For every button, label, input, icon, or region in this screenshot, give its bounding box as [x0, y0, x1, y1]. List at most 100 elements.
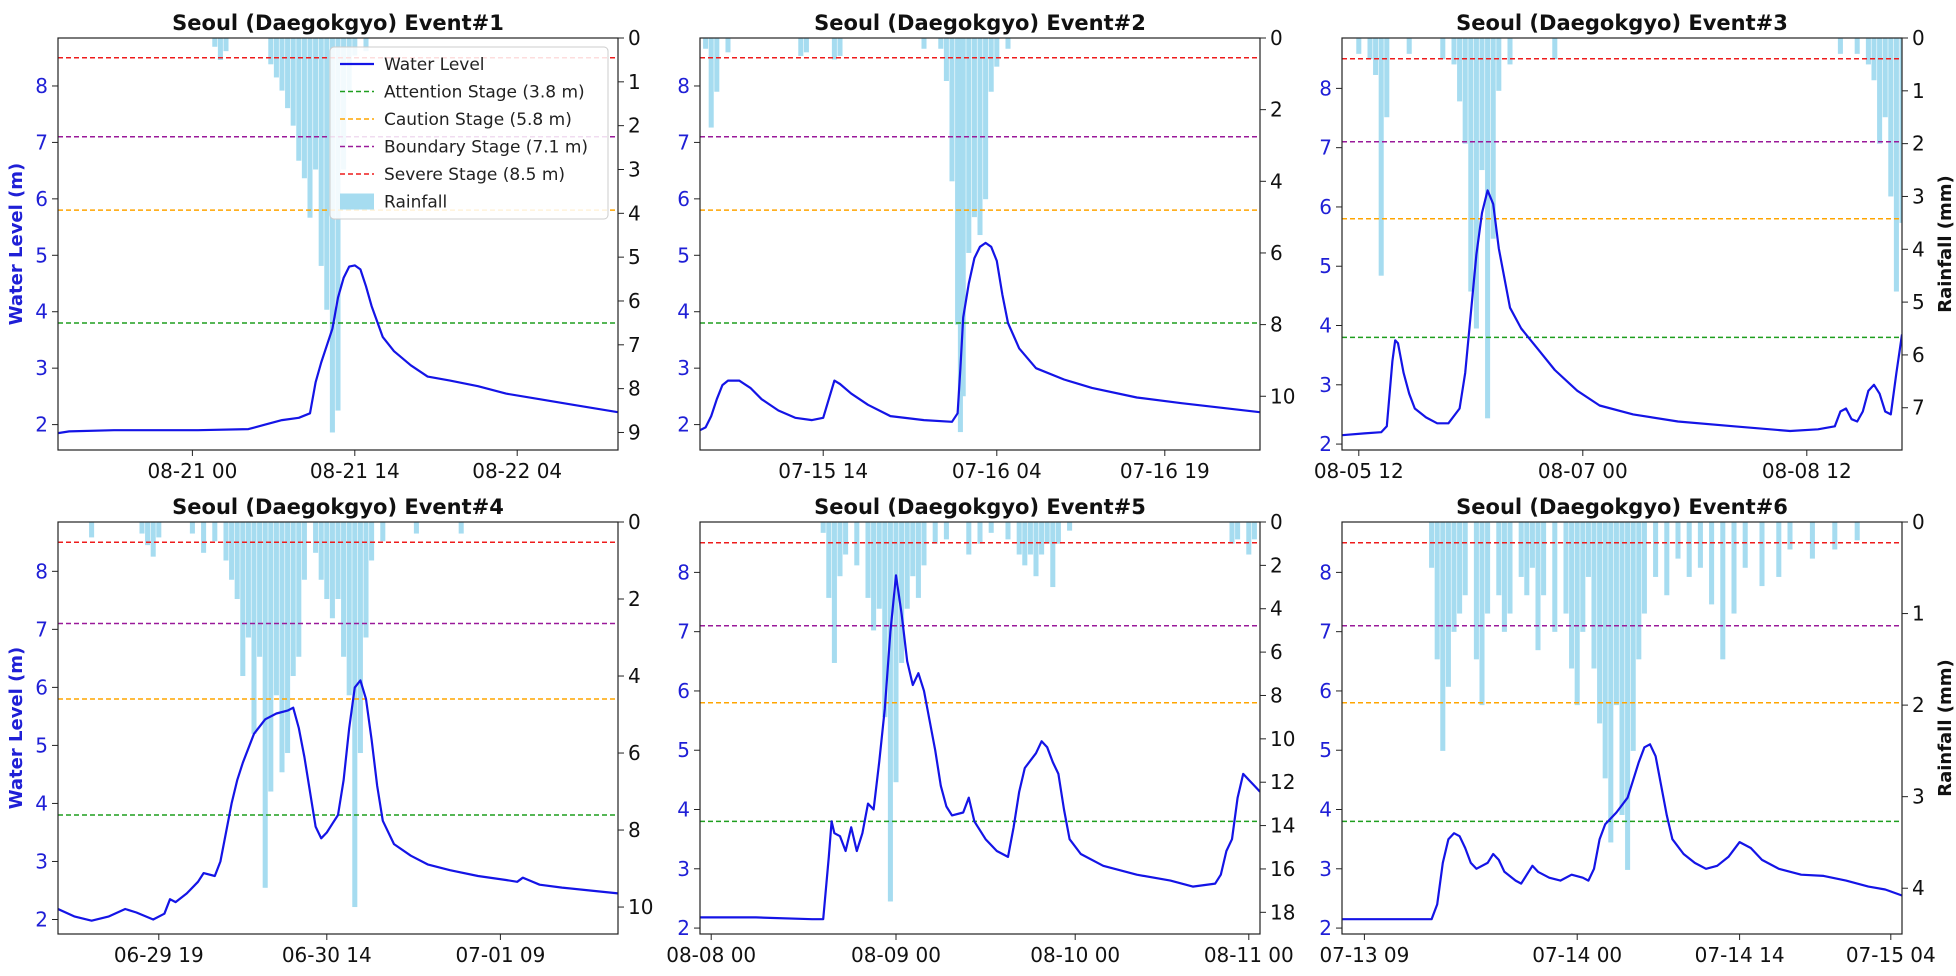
- rainfall-bar-36: [1251, 522, 1257, 540]
- rainfall-bar-18: [273, 522, 279, 696]
- right-tick-label: 3: [1912, 184, 1925, 208]
- right-tick-label: 14: [1270, 814, 1295, 838]
- rainfall-bar-12: [1473, 38, 1479, 329]
- left-tick-label: 6: [677, 679, 690, 703]
- rainfall-bar-29: [1613, 522, 1619, 706]
- left-tick-label: 3: [1319, 373, 1332, 397]
- rainfall-bar-20: [988, 38, 994, 92]
- rainfall-bar-43: [1742, 522, 1748, 568]
- right-tick-label: 4: [628, 664, 641, 688]
- rainfall-bar-7: [831, 38, 837, 60]
- x-tick-label: 07-14 00: [1532, 943, 1622, 967]
- legend-label: Water Level: [384, 55, 485, 75]
- rainfall-bar-18: [1541, 522, 1547, 596]
- right-tick-label: 0: [628, 26, 641, 50]
- rainfall-bar-28: [1608, 522, 1614, 843]
- rainfall-bar-17: [971, 38, 977, 218]
- water-level-line: [700, 241, 1260, 432]
- rainfall-bar-39: [1697, 522, 1703, 568]
- x-tick-label: 08-08 12: [1762, 459, 1852, 483]
- plot-frame: [699, 521, 1261, 935]
- chart-title: Seoul (Daegokgyo) Event#5: [814, 495, 1146, 519]
- left-tick-label: 6: [1319, 679, 1332, 703]
- chart-panel-2: 2 3 4 5 6 7 8 0 2 4 6 8 10 07-15 14 07-16 04 07-16 19 Se…: [677, 11, 1295, 483]
- rainfall-bar-21: [977, 522, 983, 544]
- rainfall-bar-3: [831, 522, 837, 663]
- rainfall-bar-4: [268, 38, 274, 65]
- rainfall-bar-7: [1440, 38, 1446, 60]
- rainfall-bar-40: [1709, 522, 1715, 605]
- rainfall-bar-16: [1529, 522, 1535, 568]
- y2-axis-label: Rainfall (mm): [1935, 659, 1956, 797]
- right-tick-label: 8: [628, 818, 641, 842]
- plot-frame: [699, 37, 1261, 451]
- rainfall-bar-21: [1865, 38, 1871, 65]
- chart-panel-1: 2 3 4 5 6 7 8 0 1 2 3 4 5 6 7 8 9 08-21 00 08-21 14 08-22 0…: [6, 11, 641, 483]
- rainfall-bar-13: [245, 522, 251, 638]
- rainfall-bar-9: [223, 522, 229, 561]
- x-tick-label: 08-21 14: [310, 459, 400, 483]
- rainfall-bar-3: [1373, 38, 1379, 75]
- rainfall-series: [89, 522, 464, 908]
- left-tick-label: 6: [1319, 195, 1332, 219]
- rainfall-bar-20: [966, 522, 972, 555]
- rainfall-bar-11: [234, 522, 240, 600]
- rainfall-bar-34: [369, 522, 375, 561]
- x-tick-label: 08-10 00: [1030, 943, 1120, 967]
- right-tick-label: 6: [1912, 343, 1925, 367]
- right-tick-label: 0: [1270, 26, 1283, 50]
- left-tick-label: 3: [677, 356, 690, 380]
- water-level-line: [58, 679, 618, 922]
- right-tick-label: 10: [1270, 727, 1295, 751]
- rainfall-bar-37: [1675, 522, 1681, 559]
- rainfall-bar-19: [943, 522, 949, 540]
- rainfall-bar-16: [915, 522, 921, 598]
- legend: Water Level Attention Stage (3.8 m) Cautio…: [329, 46, 609, 220]
- rainfall-bar-17: [921, 522, 927, 566]
- rainfall-bar-33: [1636, 522, 1642, 660]
- rainfall-bar-19: [983, 38, 989, 200]
- rainfall-series: [1429, 522, 1860, 870]
- rainfall-bar-8: [871, 522, 877, 631]
- rainfall-bar-18: [932, 522, 938, 544]
- left-tick-label: 3: [677, 857, 690, 881]
- left-tick-label: 4: [35, 791, 48, 815]
- rainfall-bar-3: [145, 522, 151, 546]
- rainfall-bar-12: [240, 522, 246, 677]
- rainfall-bar-12: [313, 38, 319, 170]
- right-tick-label: 0: [1912, 26, 1925, 50]
- rainfall-bar-3: [223, 38, 229, 52]
- right-tick-label: 2: [628, 114, 641, 138]
- rainfall-bar-14: [957, 38, 963, 433]
- rainfall-bar-20: [285, 522, 291, 754]
- rainfall-bar-26: [1893, 38, 1899, 292]
- rainfall-bar-16: [1496, 38, 1502, 91]
- x-tick-label: 06-30 14: [282, 943, 372, 967]
- left-tick-label: 4: [1319, 314, 1332, 338]
- plot-area: [700, 522, 1260, 934]
- rainfall-bar-23: [1580, 522, 1586, 632]
- x-tick-label: 07-14 14: [1695, 943, 1785, 967]
- rainfall-bar-32: [1630, 522, 1636, 751]
- rainfall-bar-8: [837, 38, 843, 56]
- rainfall-bar-6: [1457, 522, 1463, 614]
- rainfall-bar-5: [156, 522, 162, 538]
- rainfall-bar-8: [212, 522, 218, 542]
- left-tick-label: 2: [1319, 916, 1332, 940]
- rainfall-bar-2: [139, 522, 145, 534]
- right-tick-label: 2: [1270, 553, 1283, 577]
- rainfall-bar-2: [708, 38, 714, 128]
- rainfall-bar-47: [1809, 522, 1815, 559]
- rainfall-bar-9: [1457, 38, 1463, 102]
- chart-panel-5: 2 3 4 5 6 7 8 0 2 4 6 8 10 12 14 16 18 08-08 00 08-09 00 08…: [666, 495, 1295, 967]
- rainfall-bar-21: [290, 522, 296, 677]
- left-tick-label: 7: [1319, 136, 1332, 160]
- rainfall-bar-30: [1050, 522, 1056, 588]
- rainfall-bar-10: [1485, 522, 1491, 614]
- rainfall-bar-1: [1429, 522, 1435, 568]
- rainfall-bar-35: [380, 522, 386, 542]
- rainfall-bar-33: [363, 522, 369, 638]
- rainfall-bar-12: [893, 522, 899, 783]
- rainfall-bar-6: [803, 38, 809, 53]
- rainfall-bar-25: [1591, 522, 1597, 669]
